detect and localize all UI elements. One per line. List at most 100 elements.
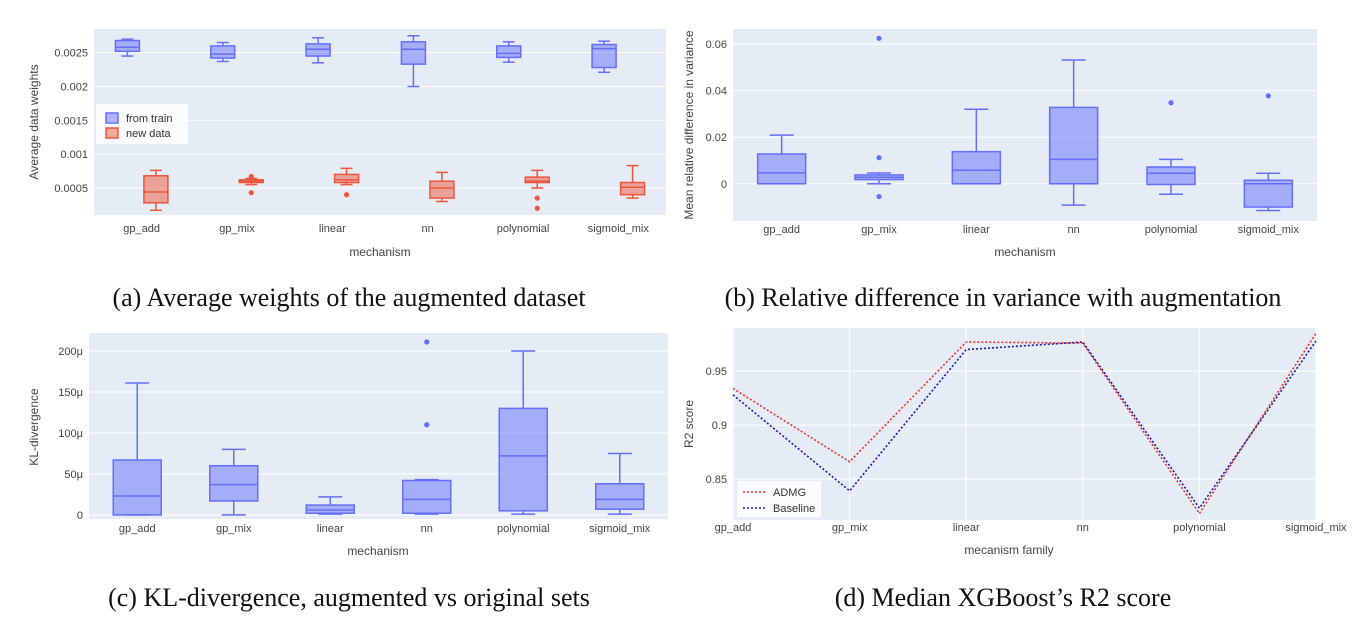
y-tick-label: 0.0005 [54,183,88,195]
box-sigmoid-mix [1243,179,1294,208]
outlier-polynomial-new-data [534,195,540,201]
outlier-gp-mix-new-data [248,190,254,196]
box-nn [402,479,452,515]
gridlines-d [732,328,1317,520]
x-ticks-a: gp_add gp_mix linear nn polynomial sigmoid_mi… [123,223,649,235]
box-nn-new-data [429,180,455,199]
caption-d: (d) Median XGBoost’s R2 score [835,583,1172,612]
x-tick-label-polynomial: polynomial [1173,522,1226,534]
y-tick-label: 150μ [58,387,83,399]
y-ticks-b: 0 0.02 0.04 0.06 [706,39,727,191]
y-axis-label-c: KL-divergence [27,388,41,466]
y-tick-label: 0 [77,510,83,522]
box-sigmoid-mix-new-data [619,181,646,196]
y-ticks-a: 0.0005 0.001 0.0015 0.002 0.0025 [54,48,88,195]
y-tick-label: 100μ [58,428,83,440]
y-tick-label: 0 [721,179,727,191]
box-gp-mix [209,464,259,502]
box-sigmoid-mix-from-train [591,43,617,69]
x-tick-label-sigmoid-mix: sigmoid_mix [1285,522,1347,534]
series-line-baseline [732,340,1317,510]
plot-area-c [89,333,668,519]
boxes-b [756,35,1294,212]
y-tick-label: 0.9 [712,420,727,432]
box-polynomial-from-train [496,45,522,59]
box-gp-add-from-train [114,39,141,53]
gridlines-a [94,52,666,189]
x-axis-label-d: mecanism family [964,543,1053,557]
gridlines-b [733,43,1317,185]
x-tick-label-gp-add: gp_add [763,224,800,236]
y-axis-label-a: Average data weights [27,64,41,179]
x-tick-label-nn: nn [421,523,433,535]
panel-d: 0.85 0.9 0.95 gp_add gp_mix linear nn polynomi… [682,328,1347,612]
x-tick-label-gp-mix: gp_mix [861,224,897,236]
outlier-linear-new-data [343,192,350,198]
x-ticks-c: gp_add gp_mix linear nn polynomial sigmoid_mi… [119,523,651,535]
y-axis-label-b: Mean relative difference in variance [682,30,696,220]
x-tick-label-nn: nn [1077,522,1089,534]
box-polynomial-new-data [524,176,550,184]
box-polynomial [1146,166,1196,186]
box-gp-add [756,153,807,185]
x-tick-label-nn: nn [422,223,434,235]
box-linear [951,150,1002,185]
outlier-nn [424,422,430,428]
x-axis-label-b: mechanism [994,245,1055,259]
x-tick-label-sigmoid-mix: sigmoid_mix [588,223,650,235]
outlier-gp-mix [876,155,882,161]
x-tick-label-sigmoid-mix: sigmoid_mix [589,523,651,535]
y-tick-label: 0.0015 [54,115,88,127]
box-linear-new-data [333,173,360,184]
x-axis-label-c: mechanism [347,544,408,558]
outlier-polynomial [1168,100,1174,106]
y-tick-label: 0.85 [706,474,727,486]
y-tick-label: 50μ [64,469,83,481]
x-tick-label-polynomial: polynomial [497,523,550,535]
caption-c: (c) KL-divergence, augmented vs original… [108,583,590,612]
x-tick-label-linear: linear [963,224,990,236]
x-ticks-b: gp_add gp_mix linear nn polynomial sigmoid_mi… [763,224,1299,236]
x-tick-label-gp-mix: gp_mix [219,223,255,235]
x-axis-label-a: mechanism [349,245,410,259]
caption-a: (a) Average weights of the augmented dat… [112,283,586,312]
plot-area-b [733,29,1317,221]
x-tick-label-sigmoid-mix: sigmoid_mix [1238,224,1300,236]
y-tick-label: 0.06 [706,39,727,51]
panel-a: 0.0005 0.001 0.0015 0.002 0.0025 gp_add gp_mi… [27,29,666,312]
y-tick-label: 0.04 [706,86,727,98]
legend-box-d [737,481,821,517]
x-tick-label-gp-mix: gp_mix [832,522,868,534]
y-ticks-d: 0.85 0.9 0.95 [706,366,727,486]
y-tick-label: 0.95 [706,366,727,378]
caption-b: (b) Relative difference in variance with… [725,283,1282,312]
plot-area-a [94,29,666,215]
panel-c: 0 50μ 100μ 150μ 200μ gp_add gp_mix linear nn pol… [27,333,668,612]
gridlines-c [89,350,668,516]
legend-label-admg: ADMG [773,487,806,499]
y-tick-label: 0.002 [60,81,88,93]
legend-d: ADMG Baseline [737,481,821,517]
y-tick-label: 0.0025 [54,48,88,60]
lines-d [732,332,1317,515]
x-ticks-d: gp_add gp_mix linear nn polynomial sigmoid_mi… [715,522,1347,534]
y-tick-label: 0.001 [60,149,88,161]
x-tick-label-nn: nn [1068,224,1080,236]
legend-swatch-from-train [105,112,119,124]
legend-label-new-data: new data [126,128,172,140]
legend-swatch-new-data [105,127,119,139]
panel-b: 0 0.02 0.04 0.06 gp_add gp_mix linear nn polyno… [682,29,1317,312]
x-tick-label-polynomial: polynomial [497,223,550,235]
x-tick-label-linear: linear [317,523,344,535]
outlier-gp-mix [876,193,882,200]
x-tick-label-linear: linear [319,223,346,235]
outlier-nn [424,339,430,345]
box-linear [305,504,355,515]
y-tick-label: 0.02 [706,132,727,144]
y-tick-label: 200μ [58,346,83,358]
outlier-polynomial-new-data [534,205,540,211]
box-nn [1048,106,1099,185]
boxes-c [112,339,645,516]
box-gp-add [112,459,162,516]
